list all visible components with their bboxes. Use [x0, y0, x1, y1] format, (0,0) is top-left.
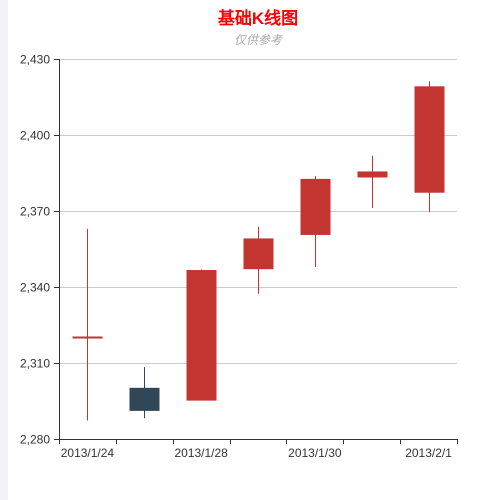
- y-tick-label: 2,400: [20, 129, 50, 143]
- y-tick-label: 2,340: [20, 281, 50, 295]
- candle-body: [186, 270, 217, 401]
- x-tick-label: 2013/1/28: [174, 446, 228, 460]
- y-tick-label: 2,310: [20, 357, 50, 371]
- x-tick-label: 2013/1/24: [61, 446, 115, 460]
- candle-body: [72, 336, 103, 339]
- x-tick-label: 2013/2/1: [405, 446, 452, 460]
- y-tick-label: 2,430: [20, 53, 50, 67]
- chart-title: 基础K线图: [217, 9, 299, 28]
- y-tick-label: 2,370: [20, 205, 50, 219]
- candle-body: [129, 387, 160, 411]
- y-tick-label: 2,280: [20, 433, 50, 447]
- left-edge-strip: [0, 0, 8, 500]
- x-tick-label: 2013/1/30: [288, 446, 342, 460]
- candle-body: [357, 171, 388, 178]
- candle-body: [243, 238, 274, 270]
- candle-body: [414, 86, 445, 193]
- candle-body: [300, 178, 331, 235]
- chart-subtitle: 仅供参考: [233, 33, 282, 47]
